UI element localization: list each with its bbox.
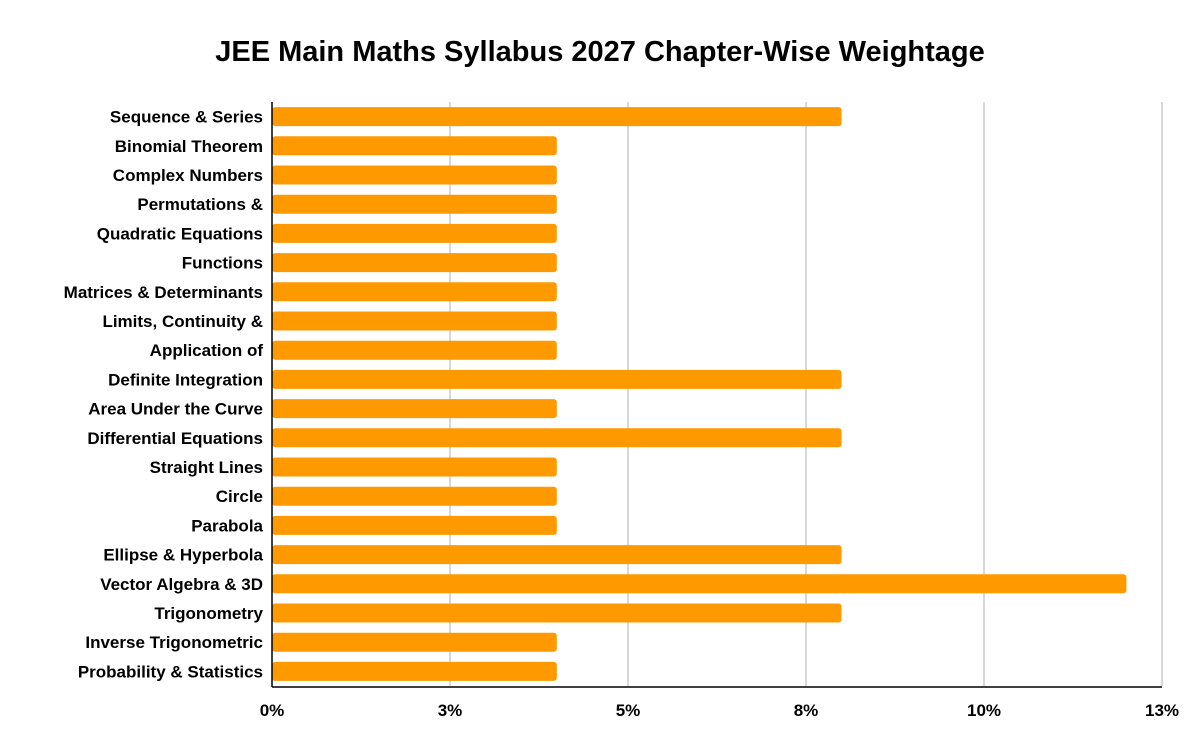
bar: [272, 165, 557, 185]
category-label: Matrices & Determinants: [64, 283, 263, 302]
bar: [272, 515, 557, 535]
bar: [272, 545, 842, 565]
category-label: Trigonometry: [154, 604, 263, 623]
bar: [272, 311, 557, 331]
category-label: Area Under the Curve: [88, 400, 263, 419]
bar: [272, 457, 557, 477]
category-label: Straight Lines: [150, 458, 263, 477]
category-label: Binomial Theorem: [115, 137, 263, 156]
category-label: Ellipse & Hyperbola: [103, 546, 263, 565]
category-label: Limits, Continuity &: [102, 312, 263, 331]
category-label: Sequence & Series: [110, 108, 263, 127]
grid-lines: [449, 102, 1163, 686]
bar: [272, 574, 1127, 594]
category-label: Probability & Statistics: [78, 662, 263, 681]
category-label: Permutations &: [137, 195, 263, 214]
category-label: Definite Integration: [108, 370, 263, 389]
x-tick-labels: 0% 3% 5% 8% 10% 13%: [260, 701, 1179, 720]
bar: [272, 632, 557, 652]
bar: [272, 428, 842, 448]
bar: [272, 136, 557, 156]
category-label: Functions: [182, 254, 263, 273]
category-label: Complex Numbers: [113, 166, 263, 185]
bar: [272, 223, 557, 243]
category-label: Application of: [150, 341, 264, 360]
bar: [272, 282, 557, 302]
x-tick-label: 8%: [794, 701, 819, 720]
bars: [272, 107, 1127, 681]
chart-title: JEE Main Maths Syllabus 2027 Chapter-Wis…: [215, 36, 985, 68]
x-tick-label: 3%: [438, 701, 463, 720]
x-tick-label: 10%: [967, 701, 1001, 720]
category-label: Inverse Trigonometric: [85, 633, 263, 652]
category-label: Differential Equations: [87, 429, 263, 448]
bar: [272, 253, 557, 273]
bar: [272, 661, 557, 681]
category-label: Parabola: [191, 516, 263, 535]
bar: [272, 107, 842, 127]
bar: [272, 486, 557, 506]
bar: [272, 603, 842, 623]
category-labels: Sequence & Series Binomial Theorem Complex…: [64, 108, 264, 682]
x-tick-label: 5%: [616, 701, 641, 720]
axes: [271, 102, 1162, 688]
x-tick-label: 13%: [1145, 701, 1179, 720]
category-label: Vector Algebra & 3D: [100, 575, 263, 594]
bar: [272, 369, 842, 389]
category-label: Circle: [216, 487, 263, 506]
category-label: Quadratic Equations: [97, 224, 263, 243]
bar: [272, 194, 557, 214]
bar: [272, 399, 557, 419]
bar: [272, 340, 557, 360]
x-tick-label: 0%: [260, 701, 285, 720]
